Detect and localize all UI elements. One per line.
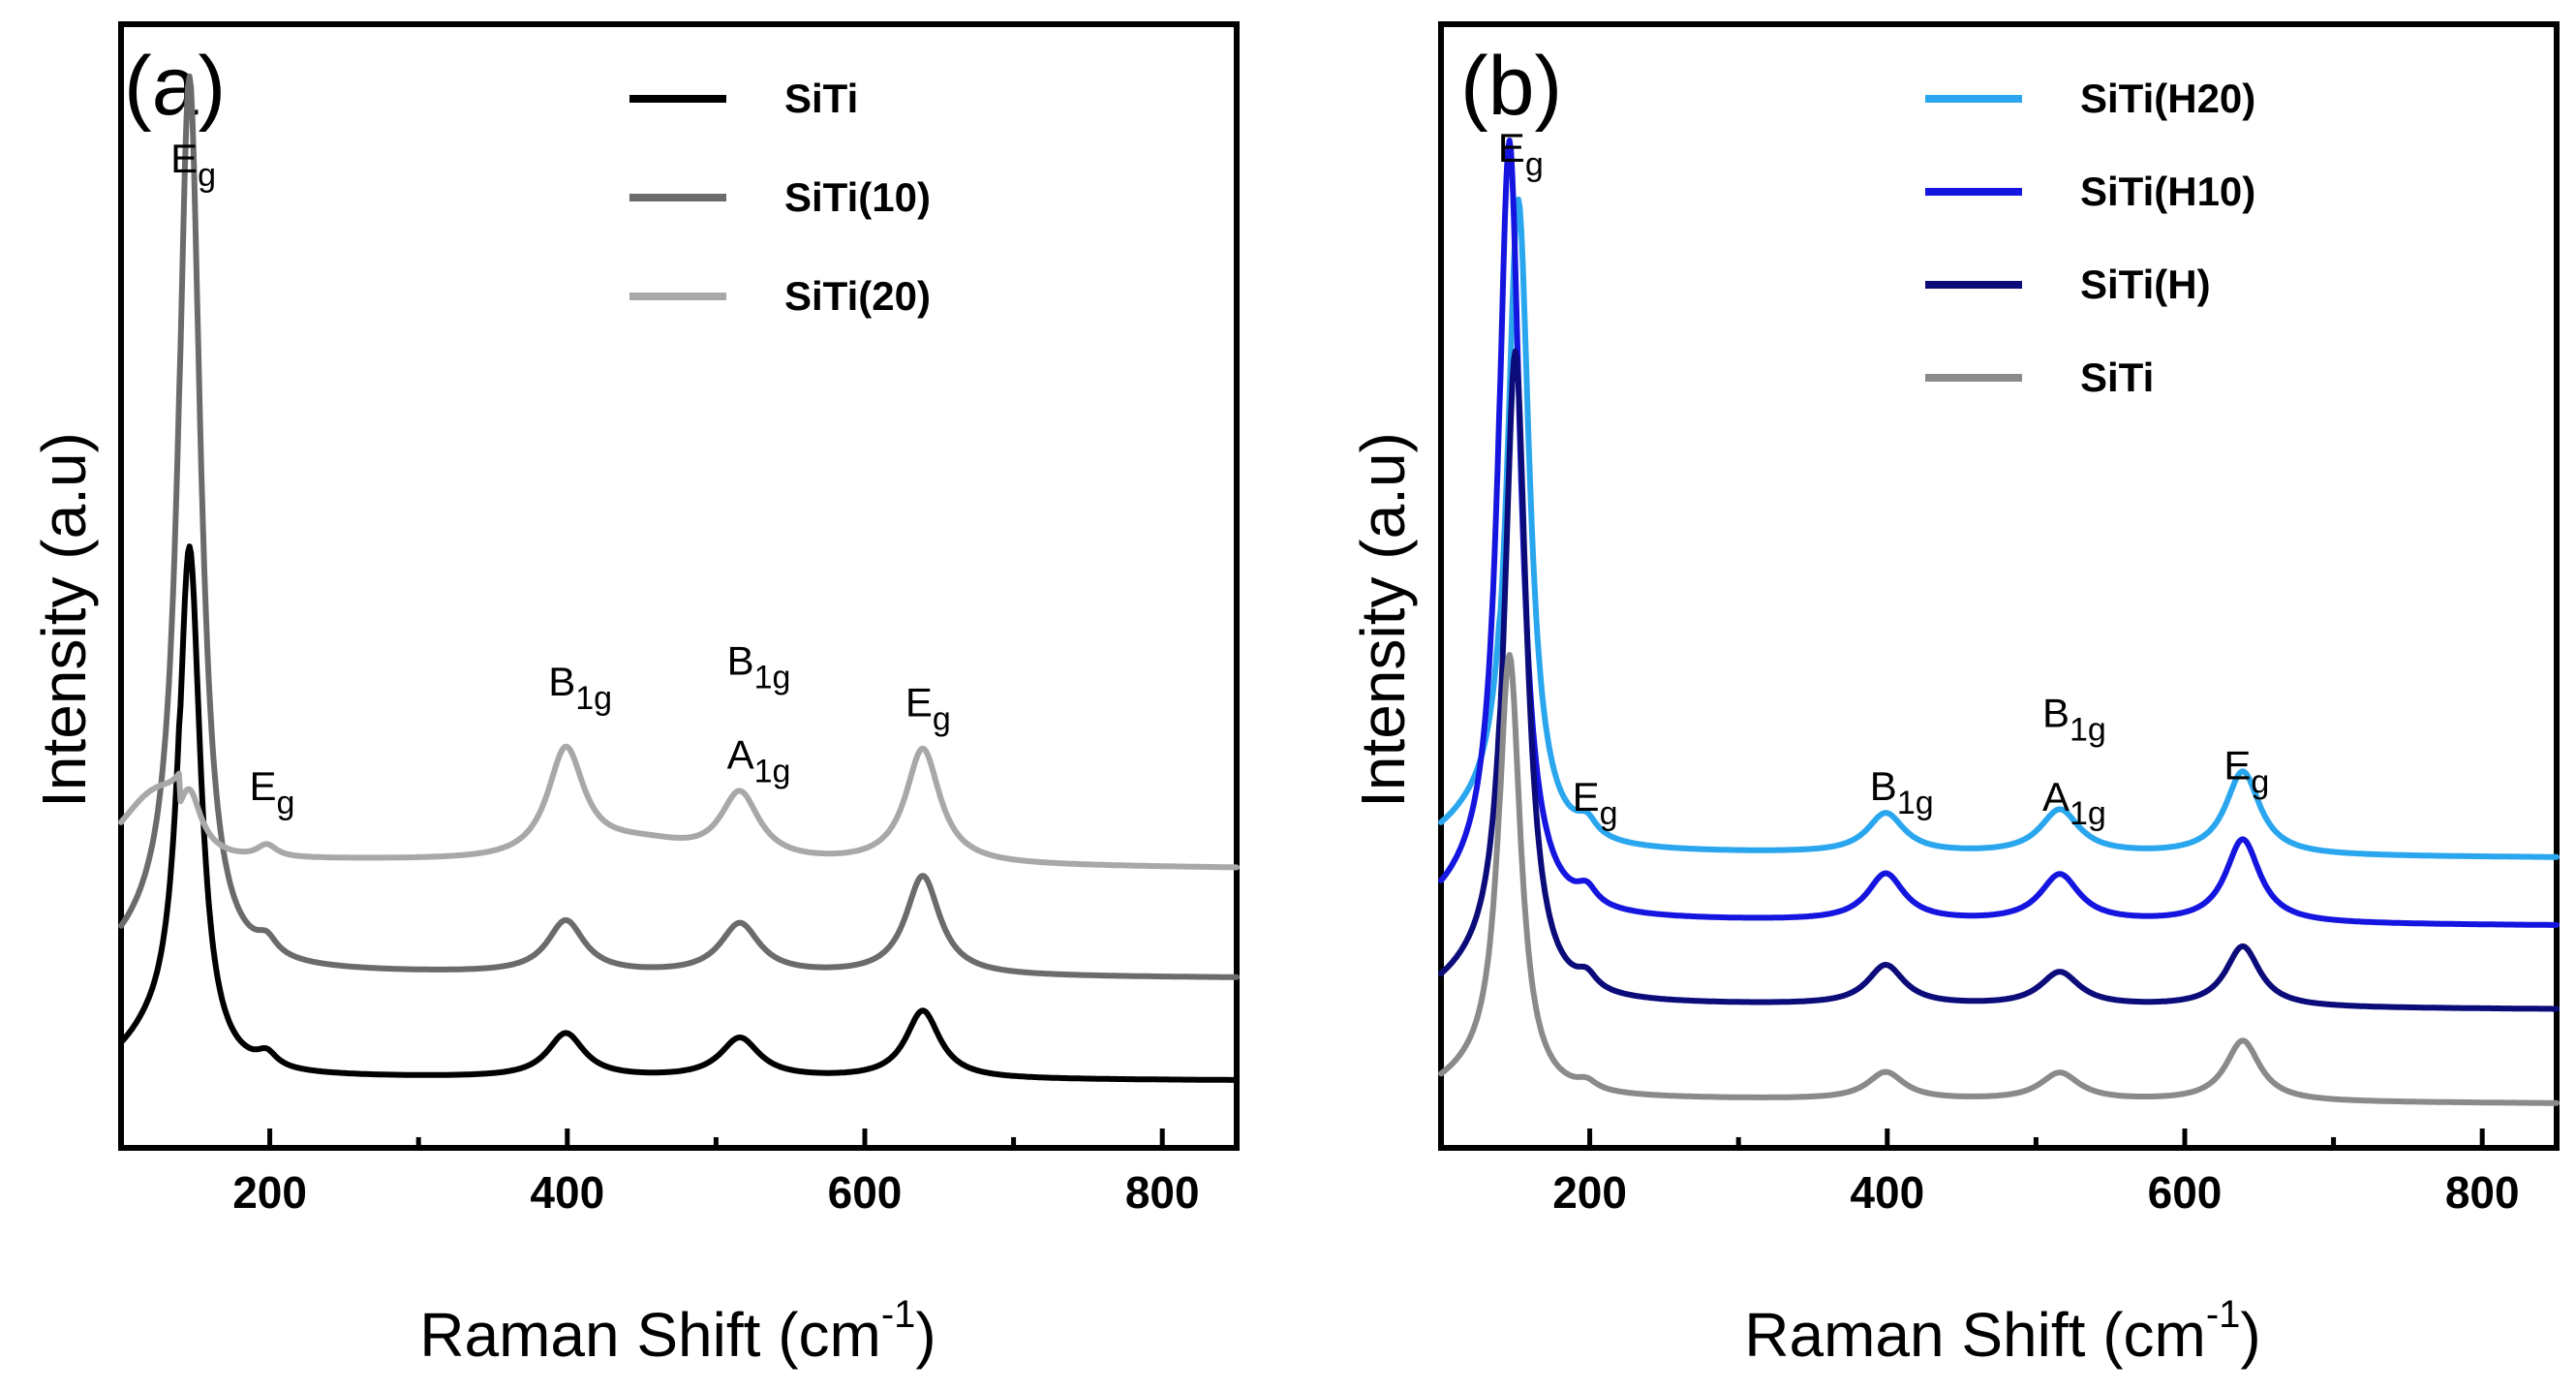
legend-label-a-1: SiTi(10) xyxy=(784,174,931,220)
x-axis-label-a-close: ) xyxy=(915,1300,935,1370)
series-a-siti10 xyxy=(118,73,1240,980)
x-tick-label-b-600: 600 xyxy=(2148,1167,2223,1218)
x-tick-label-b-400: 400 xyxy=(1850,1167,1924,1218)
legend-label-b-1: SiTi(H10) xyxy=(2080,169,2255,214)
peak-label-a-4: A1g xyxy=(727,732,791,790)
peak-label-a-5: Eg xyxy=(905,680,951,738)
x-tick-label-a-800: 800 xyxy=(1125,1167,1200,1218)
series-a-siti20 xyxy=(118,743,1240,871)
legend-label-a-2: SiTi(20) xyxy=(784,273,931,319)
x-tick-label-a-600: 600 xyxy=(828,1167,903,1218)
peak-label-a-1: Eg xyxy=(250,763,295,821)
y-axis-label-a: Intensity (a.u) xyxy=(29,432,99,808)
x-axis-label-b: Raman Shift (cm-1) xyxy=(1744,1293,2260,1370)
legend-label-b-3: SiTi xyxy=(2080,355,2154,400)
peak-label-b-2: B1g xyxy=(1870,763,1934,821)
series-b-siti xyxy=(1438,652,2560,1106)
panel-a: (a) Raman Shift (cm-1) Intensity (a.u) 2… xyxy=(29,21,1240,1370)
x-axis-label-b-close: ) xyxy=(2240,1300,2260,1370)
series-b-sitih10 xyxy=(1438,138,2560,928)
peak-label-a-3: B1g xyxy=(727,637,791,696)
plot-frame-b xyxy=(1438,21,2560,1151)
x-axis-label-a-main: Raman Shift (cm xyxy=(419,1300,881,1370)
peak-label-b-0: Eg xyxy=(1498,125,1544,183)
legend-label-a-0: SiTi xyxy=(784,76,858,121)
y-axis-label-b: Intensity (a.u) xyxy=(1348,432,1418,808)
peak-label-a-0: Eg xyxy=(170,136,216,194)
legend-label-b-0: SiTi(H20) xyxy=(2080,76,2255,121)
x-axis-label-a-sup: -1 xyxy=(881,1293,916,1336)
x-axis-label-a: Raman Shift (cm-1) xyxy=(419,1293,935,1370)
peak-label-b-3: B1g xyxy=(2042,690,2106,748)
x-tick-label-a-200: 200 xyxy=(232,1167,307,1218)
peak-label-b-5: Eg xyxy=(2223,742,2269,800)
legend-label-b-2: SiTi(H) xyxy=(2080,262,2211,307)
x-tick-label-a-400: 400 xyxy=(530,1167,604,1218)
x-tick-label-b-800: 800 xyxy=(2445,1167,2520,1218)
series-a-siti xyxy=(118,543,1240,1083)
peak-label-b-1: Eg xyxy=(1573,774,1618,832)
panel-b: (b) Raman Shift (cm-1) Intensity (a.u) 2… xyxy=(1348,21,2560,1370)
x-axis-label-b-main: Raman Shift (cm xyxy=(1744,1300,2206,1370)
peak-label-a-2: B1g xyxy=(548,659,612,717)
peak-label-b-4: A1g xyxy=(2042,774,2106,832)
panel-label-a: (a) xyxy=(124,40,226,133)
series-b-sitih xyxy=(1438,348,2560,1012)
series-b-sitih20 xyxy=(1438,196,2560,860)
panel-label-b: (b) xyxy=(1460,40,1562,133)
x-tick-label-b-200: 200 xyxy=(1552,1167,1627,1218)
plot-frame-a xyxy=(118,21,1240,1151)
x-axis-label-b-sup: -1 xyxy=(2206,1293,2241,1336)
